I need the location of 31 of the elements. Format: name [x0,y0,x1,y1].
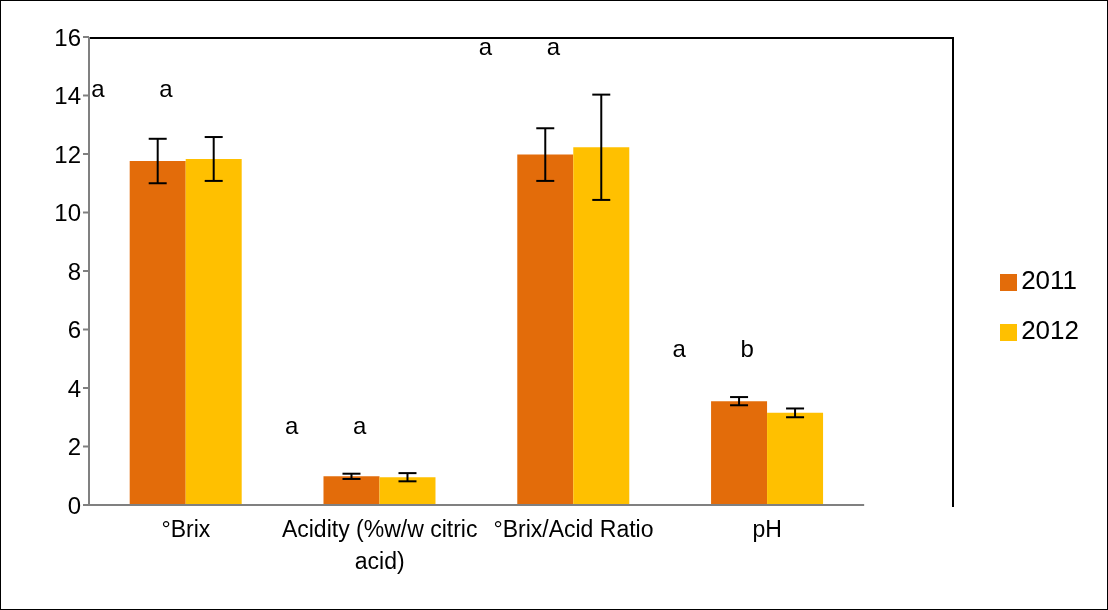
x-tick-label: °Brix [161,516,211,543]
y-tick-label: 6 [67,316,81,344]
bar [767,412,824,505]
y-tick-label: 16 [54,23,81,51]
bar [185,158,242,505]
bar [517,154,574,505]
y-tick-label: 2 [67,433,81,461]
y-tick-label: 0 [67,491,81,519]
annotation: a [91,75,106,103]
annotation: a [159,75,174,103]
bar [323,476,380,505]
y-tick-label: 10 [54,199,81,227]
bar [379,477,436,505]
annotation: b [740,335,754,363]
y-tick-label: 8 [67,257,81,285]
x-tick-label: °Brix/Acid Ratio [493,516,654,543]
y-tick-label: 14 [54,82,81,110]
legend-label: 2012 [1021,315,1079,345]
annotation: a [672,335,687,363]
bar [129,161,186,505]
annotation: a [285,411,299,439]
bar [711,401,768,505]
annotation: a [353,411,367,439]
annotation: a [478,33,493,61]
x-tick-label: pH [752,516,782,543]
y-tick-label: 12 [54,140,81,168]
bar [573,147,630,505]
x-tick-label: Acidity (%w/w citric acid) [281,516,478,575]
annotation: a [546,33,561,61]
y-tick-label: 4 [67,374,81,402]
legend-label: 2011 [1021,265,1078,295]
